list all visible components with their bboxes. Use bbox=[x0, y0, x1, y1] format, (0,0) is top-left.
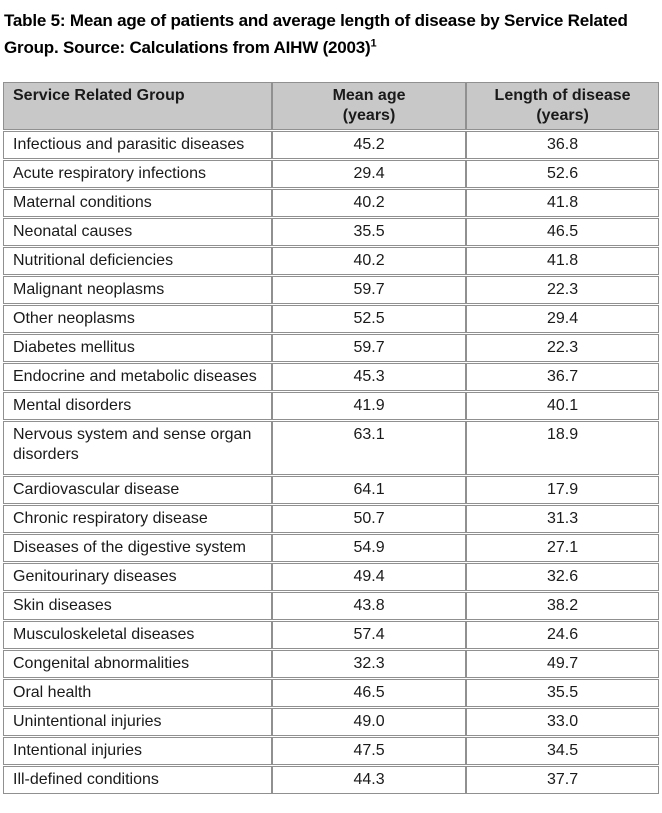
table-row: Genitourinary diseases 49.4 32.6 bbox=[3, 563, 659, 591]
cell-mean-age: 43.8 bbox=[271, 592, 467, 620]
cell-group: Neonatal causes bbox=[3, 218, 272, 246]
cell-length-of-disease: 49.7 bbox=[466, 650, 659, 678]
cell-group: Mental disorders bbox=[3, 392, 272, 420]
table-row: Maternal conditions 40.2 41.8 bbox=[3, 189, 659, 217]
cell-length-of-disease: 22.3 bbox=[466, 276, 659, 304]
srg-table: Service Related Group Mean age (years) L… bbox=[3, 81, 659, 795]
cell-length-of-disease: 17.9 bbox=[466, 476, 659, 504]
page: Table 5: Mean age of patients and averag… bbox=[3, 7, 659, 795]
table-caption-text: Table 5: Mean age of patients and averag… bbox=[4, 11, 628, 57]
table-row: Chronic respiratory disease 50.7 31.3 bbox=[3, 505, 659, 533]
cell-length-of-disease: 31.3 bbox=[466, 505, 659, 533]
cell-mean-age: 52.5 bbox=[271, 305, 467, 333]
cell-mean-age: 49.0 bbox=[271, 708, 467, 736]
cell-mean-age: 54.9 bbox=[271, 534, 467, 562]
cell-group: Cardiovascular disease bbox=[3, 476, 272, 504]
header-row: Service Related Group Mean age (years) L… bbox=[3, 82, 659, 130]
cell-mean-age: 41.9 bbox=[271, 392, 467, 420]
table-row: Diseases of the digestive system 54.9 27… bbox=[3, 534, 659, 562]
cell-mean-age: 45.2 bbox=[271, 131, 467, 159]
cell-mean-age: 32.3 bbox=[271, 650, 467, 678]
cell-group: Acute respiratory infections bbox=[3, 160, 272, 188]
footnote-marker: 1 bbox=[370, 37, 377, 50]
cell-group: Nervous system and sense organ disorders bbox=[3, 421, 272, 475]
cell-length-of-disease: 27.1 bbox=[466, 534, 659, 562]
cell-mean-age: 59.7 bbox=[271, 276, 467, 304]
cell-group: Malignant neoplasms bbox=[3, 276, 272, 304]
cell-mean-age: 63.1 bbox=[271, 421, 467, 475]
cell-length-of-disease: 35.5 bbox=[466, 679, 659, 707]
cell-group: Infectious and parasitic diseases bbox=[3, 131, 272, 159]
cell-mean-age: 40.2 bbox=[271, 247, 467, 275]
table-row: Endocrine and metabolic diseases 45.3 36… bbox=[3, 363, 659, 391]
cell-mean-age: 44.3 bbox=[271, 766, 467, 794]
column-header-mean-age: Mean age (years) bbox=[271, 82, 467, 130]
table-row: Skin diseases 43.8 38.2 bbox=[3, 592, 659, 620]
table-caption: Table 5: Mean age of patients and averag… bbox=[3, 7, 655, 61]
column-header-length-of-disease: Length of disease (years) bbox=[466, 82, 659, 130]
cell-length-of-disease: 36.8 bbox=[466, 131, 659, 159]
cell-group: Diseases of the digestive system bbox=[3, 534, 272, 562]
cell-group: Endocrine and metabolic diseases bbox=[3, 363, 272, 391]
cell-length-of-disease: 24.6 bbox=[466, 621, 659, 649]
cell-length-of-disease: 37.7 bbox=[466, 766, 659, 794]
table-row: Unintentional injuries 49.0 33.0 bbox=[3, 708, 659, 736]
cell-mean-age: 35.5 bbox=[271, 218, 467, 246]
table-row: Musculoskeletal diseases 57.4 24.6 bbox=[3, 621, 659, 649]
table-row: Nutritional deficiencies 40.2 41.8 bbox=[3, 247, 659, 275]
cell-group: Musculoskeletal diseases bbox=[3, 621, 272, 649]
cell-mean-age: 46.5 bbox=[271, 679, 467, 707]
cell-group: Genitourinary diseases bbox=[3, 563, 272, 591]
cell-length-of-disease: 46.5 bbox=[466, 218, 659, 246]
cell-mean-age: 49.4 bbox=[271, 563, 467, 591]
cell-mean-age: 40.2 bbox=[271, 189, 467, 217]
table-row: Diabetes mellitus 59.7 22.3 bbox=[3, 334, 659, 362]
table-row: Intentional injuries 47.5 34.5 bbox=[3, 737, 659, 765]
table-row: Neonatal causes 35.5 46.5 bbox=[3, 218, 659, 246]
cell-length-of-disease: 36.7 bbox=[466, 363, 659, 391]
cell-mean-age: 50.7 bbox=[271, 505, 467, 533]
cell-group: Unintentional injuries bbox=[3, 708, 272, 736]
cell-mean-age: 59.7 bbox=[271, 334, 467, 362]
table-row: Malignant neoplasms 59.7 22.3 bbox=[3, 276, 659, 304]
cell-length-of-disease: 22.3 bbox=[466, 334, 659, 362]
cell-mean-age: 45.3 bbox=[271, 363, 467, 391]
cell-group: Diabetes mellitus bbox=[3, 334, 272, 362]
cell-length-of-disease: 52.6 bbox=[466, 160, 659, 188]
cell-length-of-disease: 18.9 bbox=[466, 421, 659, 475]
cell-group: Congenital abnormalities bbox=[3, 650, 272, 678]
cell-group: Ill-defined conditions bbox=[3, 766, 272, 794]
cell-mean-age: 57.4 bbox=[271, 621, 467, 649]
cell-length-of-disease: 41.8 bbox=[466, 247, 659, 275]
table-row: Acute respiratory infections 29.4 52.6 bbox=[3, 160, 659, 188]
table-row: Ill-defined conditions 44.3 37.7 bbox=[3, 766, 659, 794]
cell-length-of-disease: 40.1 bbox=[466, 392, 659, 420]
cell-length-of-disease: 32.6 bbox=[466, 563, 659, 591]
table-row: Oral health 46.5 35.5 bbox=[3, 679, 659, 707]
table-row: Mental disorders 41.9 40.1 bbox=[3, 392, 659, 420]
table-row: Nervous system and sense organ disorders… bbox=[3, 421, 659, 475]
table-row: Congenital abnormalities 32.3 49.7 bbox=[3, 650, 659, 678]
cell-group: Other neoplasms bbox=[3, 305, 272, 333]
cell-length-of-disease: 41.8 bbox=[466, 189, 659, 217]
cell-mean-age: 29.4 bbox=[271, 160, 467, 188]
cell-mean-age: 47.5 bbox=[271, 737, 467, 765]
cell-group: Chronic respiratory disease bbox=[3, 505, 272, 533]
cell-mean-age: 64.1 bbox=[271, 476, 467, 504]
table-row: Cardiovascular disease 64.1 17.9 bbox=[3, 476, 659, 504]
table-row: Infectious and parasitic diseases 45.2 3… bbox=[3, 131, 659, 159]
cell-group: Intentional injuries bbox=[3, 737, 272, 765]
cell-group: Skin diseases bbox=[3, 592, 272, 620]
cell-group: Maternal conditions bbox=[3, 189, 272, 217]
cell-length-of-disease: 34.5 bbox=[466, 737, 659, 765]
column-header-service-related-group: Service Related Group bbox=[3, 82, 272, 130]
cell-length-of-disease: 33.0 bbox=[466, 708, 659, 736]
cell-length-of-disease: 38.2 bbox=[466, 592, 659, 620]
cell-group: Oral health bbox=[3, 679, 272, 707]
table-row: Other neoplasms 52.5 29.4 bbox=[3, 305, 659, 333]
cell-group: Nutritional deficiencies bbox=[3, 247, 272, 275]
cell-length-of-disease: 29.4 bbox=[466, 305, 659, 333]
